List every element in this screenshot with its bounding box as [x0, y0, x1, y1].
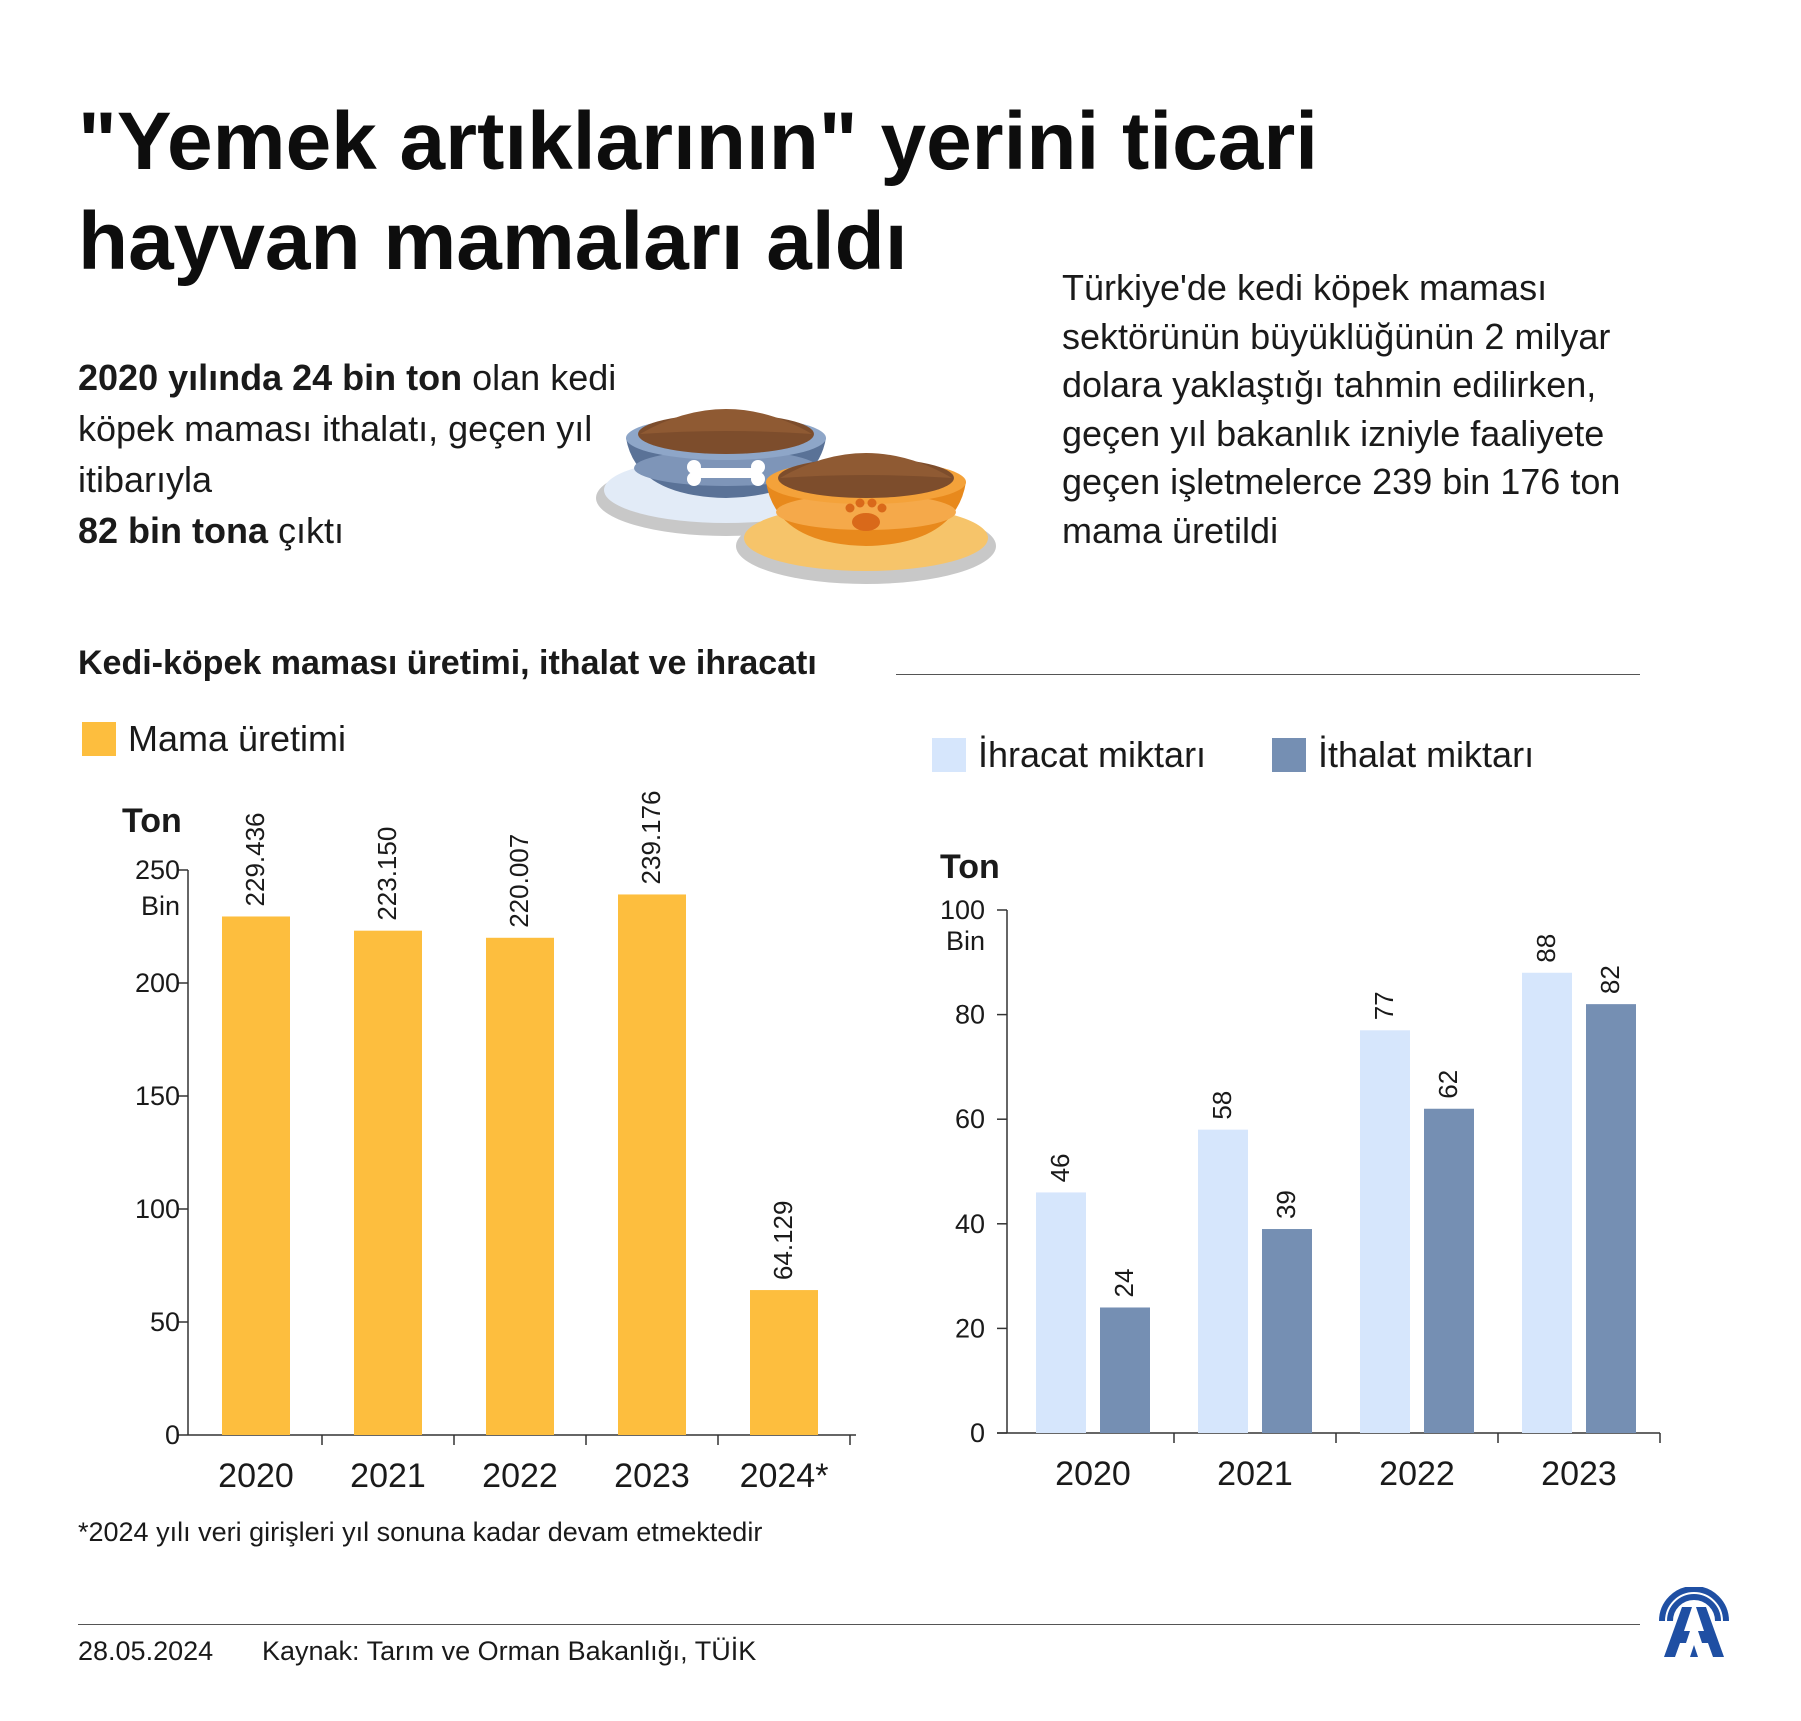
x-tick-label: 2022	[482, 1457, 558, 1495]
aa-logo	[1659, 1587, 1729, 1657]
lead-text-2: çıktı	[268, 510, 345, 551]
y-tick-label: 40	[955, 1209, 985, 1239]
blue-bowl-food-top	[640, 409, 812, 434]
paw-icon	[845, 498, 887, 531]
legend-swatch-production	[82, 722, 116, 756]
bar-value-label: 39	[1271, 1190, 1301, 1219]
lead-text-1: olan kedi köpek maması ithalatı, geçen y…	[78, 357, 617, 500]
x-tick-label: 2023	[614, 1457, 690, 1495]
export-bar	[1036, 1192, 1086, 1433]
legend-swatch-import	[1272, 738, 1306, 772]
y-axis-title: Ton	[122, 802, 182, 840]
x-tick-label: 2021	[1217, 1455, 1293, 1493]
legend-label-import: İthalat miktarı	[1318, 734, 1535, 775]
y-tick-label: 250	[135, 855, 180, 885]
export-bar	[1360, 1030, 1410, 1433]
bar-value-label: 62	[1433, 1070, 1463, 1099]
legend-label-production: Mama üretimi	[128, 718, 347, 759]
bar-value-label: 229.436	[240, 812, 270, 906]
bar-value-label: 46	[1045, 1153, 1075, 1182]
bar-value-label: 77	[1369, 991, 1399, 1020]
export-bar	[1198, 1129, 1248, 1433]
production-bar	[486, 937, 554, 1435]
section-title: Kedi-köpek maması üretimi, ithalat ve ih…	[78, 644, 817, 682]
pet-food-bowls-illustration	[596, 409, 996, 584]
source-text: Kaynak: Tarım ve Orman Bakanlığı, TÜİK	[262, 1636, 757, 1666]
export-bar	[1522, 972, 1572, 1433]
import-bar	[1586, 1004, 1636, 1433]
y-tick-label: 60	[955, 1104, 985, 1134]
y-unit-label: Bin	[141, 891, 180, 921]
bar-value-label: 220.007	[504, 834, 534, 928]
y-tick-label: 0	[165, 1420, 180, 1450]
import-bar	[1262, 1229, 1312, 1433]
production-bar	[222, 916, 290, 1435]
production-bar-chart: Ton 0 50 100 150 200 250 Bin 229.436 2020 223.150 2…	[122, 790, 856, 1495]
legend-export: İhracat miktarı	[932, 734, 1206, 776]
import-bar	[1100, 1307, 1150, 1433]
footnote: *2024 yılı veri girişleri yıl sonuna kad…	[78, 1517, 763, 1547]
x-tick-label: 2021	[350, 1457, 426, 1495]
production-bar	[618, 894, 686, 1435]
y-tick-label: 20	[955, 1313, 985, 1343]
import-bar	[1424, 1108, 1474, 1433]
lead-paragraph: 2020 yılında 24 bin ton olan kedi köpek …	[78, 352, 618, 556]
orange-bowl-band	[776, 494, 956, 530]
bone-icon	[687, 460, 765, 486]
footer-divider	[78, 1624, 1640, 1625]
bar-value-label: 58	[1207, 1091, 1237, 1120]
lead-bold-1: 2020 yılında 24 bin ton	[78, 357, 463, 398]
y-tick-label: 200	[135, 968, 180, 998]
legend-import: İthalat miktarı	[1272, 734, 1534, 776]
orange-bowl-food-top	[780, 453, 952, 478]
y-axis-title: Ton	[940, 848, 1000, 886]
x-tick-label: 2022	[1379, 1455, 1455, 1493]
y-tick-label: 50	[150, 1307, 180, 1337]
x-tick-label: 2023	[1541, 1455, 1617, 1493]
section-divider	[896, 674, 1640, 675]
x-tick-label: 2020	[1055, 1455, 1131, 1493]
bar-value-label: 223.150	[372, 827, 402, 921]
production-bar	[750, 1290, 818, 1435]
y-unit-label: Bin	[946, 926, 985, 956]
y-tick-label: 100	[135, 1194, 180, 1224]
page-title: "Yemek artıklarının" yerini ticari hayva…	[78, 96, 1319, 287]
bar-value-label: 239.176	[636, 790, 666, 884]
legend-label-export: İhracat miktarı	[978, 734, 1207, 775]
x-tick-label: 2020	[218, 1457, 294, 1495]
legend-swatch-export	[932, 738, 966, 772]
y-tick-label: 150	[135, 1081, 180, 1111]
production-bar	[354, 930, 422, 1435]
x-tick-label: 2024*	[740, 1457, 829, 1495]
legend-production: Mama üretimi	[82, 718, 346, 760]
bar-value-label: 24	[1109, 1269, 1139, 1298]
publish-date: 28.05.2024	[78, 1636, 214, 1666]
y-tick-label: 0	[970, 1418, 985, 1448]
summary-text: Türkiye'de kedi köpek maması sektörünün …	[1062, 267, 1621, 551]
bar-value-label: 82	[1595, 965, 1625, 994]
lead-bold-2: 82 bin tona	[78, 510, 269, 551]
bar-value-label: 88	[1531, 934, 1561, 963]
y-tick-label: 80	[955, 1000, 985, 1030]
y-tick-label: 100	[940, 895, 985, 925]
bar-value-label: 64.129	[768, 1201, 798, 1281]
